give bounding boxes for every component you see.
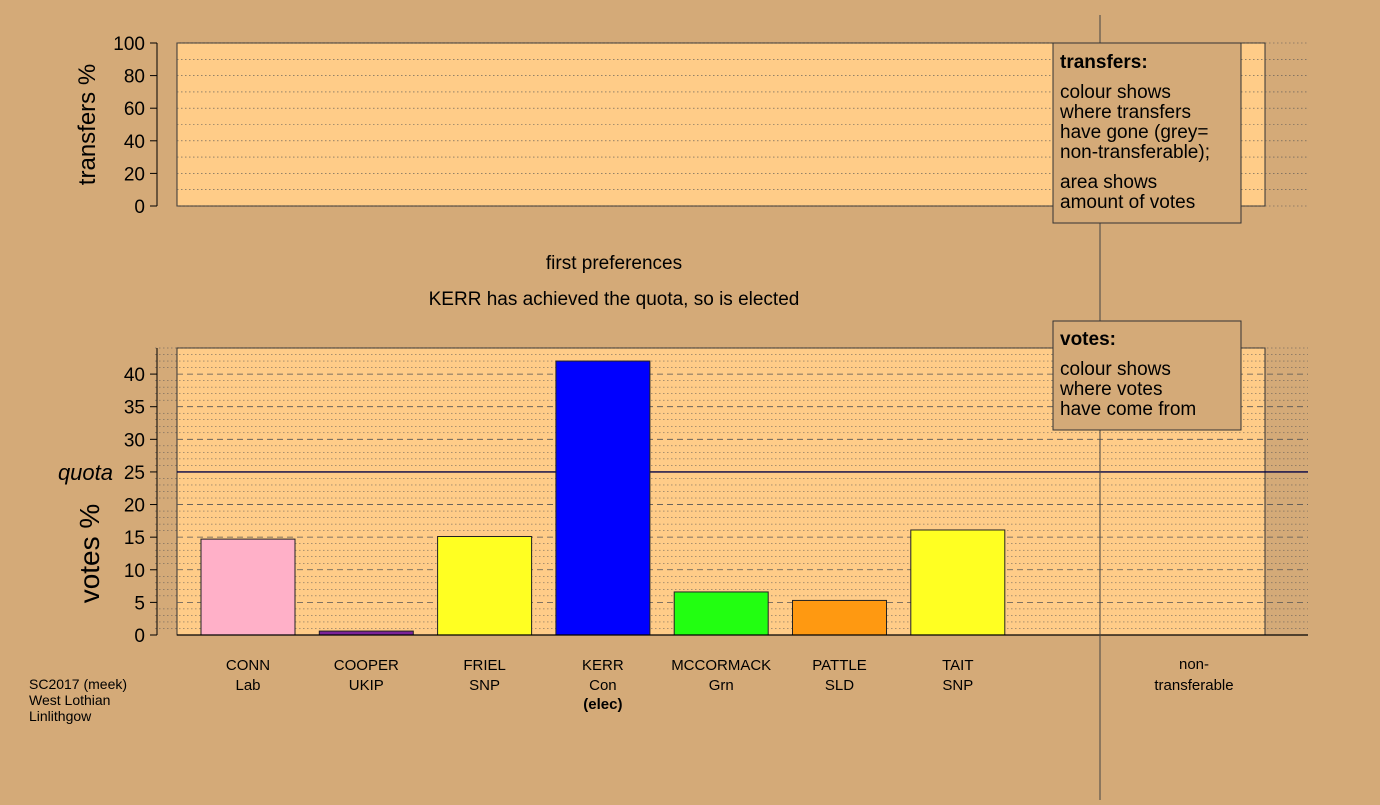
votes-legend-line: colour shows — [1060, 359, 1171, 380]
candidate-party-label: Lab — [235, 677, 260, 694]
votes-legend-box — [1052, 320, 1242, 431]
candidate-party-label: SNP — [469, 677, 500, 694]
bar-conn — [200, 538, 296, 636]
transfers-y-tick-label: 0 — [134, 197, 145, 218]
votes-y-tick-label: 25 — [124, 463, 145, 484]
bar-kerr — [555, 360, 651, 636]
bar-pattle — [792, 599, 887, 636]
candidate-name-label: FRIEL — [463, 657, 506, 674]
candidate-name-label: TAIT — [942, 657, 973, 674]
candidate-party-label: Con — [589, 677, 617, 694]
transfers-legend-title: transfers: — [1060, 52, 1148, 73]
votes-y-tick-label: 40 — [124, 365, 145, 386]
source-line: SC2017 (meek) — [29, 676, 127, 692]
candidate-name-label: CONN — [226, 657, 270, 674]
votes-y-tick-label: 20 — [124, 496, 145, 517]
candidate-name-label: PATTLE — [812, 657, 866, 674]
candidate-party-label: SNP — [942, 677, 973, 694]
chart-subtitle: KERR has achieved the quota, so is elect… — [429, 289, 800, 310]
chart-title: first preferences — [546, 253, 682, 274]
votes-legend-line: have come from — [1060, 399, 1196, 420]
nontransferable-label-line2: transferable — [1154, 677, 1233, 694]
candidate-name-label: COOPER — [334, 657, 399, 674]
nontransferable-label-line1: non- — [1179, 656, 1209, 673]
votes-y-tick-label: 35 — [124, 398, 145, 419]
votes-legend-title: votes: — [1060, 329, 1116, 350]
candidate-party-label: Grn — [709, 677, 734, 694]
candidate-party-label: SLD — [825, 677, 854, 694]
transfers-y-tick-label: 60 — [124, 99, 145, 120]
transfers-legend-box — [1052, 42, 1242, 224]
transfers-legend-line: non-transferable); — [1060, 142, 1210, 163]
votes-y-tick-label: 30 — [124, 430, 145, 451]
transfers-y-tick-label: 40 — [124, 132, 145, 153]
votes-y-tick-label: 5 — [134, 593, 145, 614]
votes-legend-line: where votes — [1059, 379, 1162, 400]
candidate-party-label: UKIP — [349, 677, 384, 694]
transfers-legend-line: have gone (grey= — [1060, 122, 1208, 143]
votes-y-tick-label: 10 — [124, 561, 145, 582]
candidate-status-label: (elec) — [583, 696, 622, 713]
source-line: West Lothian — [29, 692, 110, 708]
transfers-y-axis-label: transfers % — [74, 64, 101, 185]
source-line: Linlithgow — [29, 708, 92, 724]
votes-y-tick-label: 15 — [124, 528, 145, 549]
candidate-name-label: KERR — [582, 657, 624, 674]
votes-y-tick-label: 0 — [134, 626, 145, 647]
transfers-legend-line: area shows — [1060, 172, 1157, 193]
transfers-y-tick-label: 80 — [124, 67, 145, 88]
candidate-name-label: MCCORMACK — [671, 657, 771, 674]
transfers-legend-line: where transfers — [1059, 102, 1191, 123]
transfers-legend-line: amount of votes — [1060, 192, 1195, 213]
bar-friel — [437, 536, 533, 636]
transfers-y-tick-label: 20 — [124, 164, 145, 185]
transfers-y-tick-label: 100 — [113, 34, 145, 55]
votes-y-axis-label: votes % — [74, 504, 105, 604]
bar-mccormack — [673, 591, 769, 636]
bar-tait — [910, 529, 1006, 636]
transfers-legend-line: colour shows — [1060, 82, 1171, 103]
quota-label: quota — [58, 460, 113, 485]
